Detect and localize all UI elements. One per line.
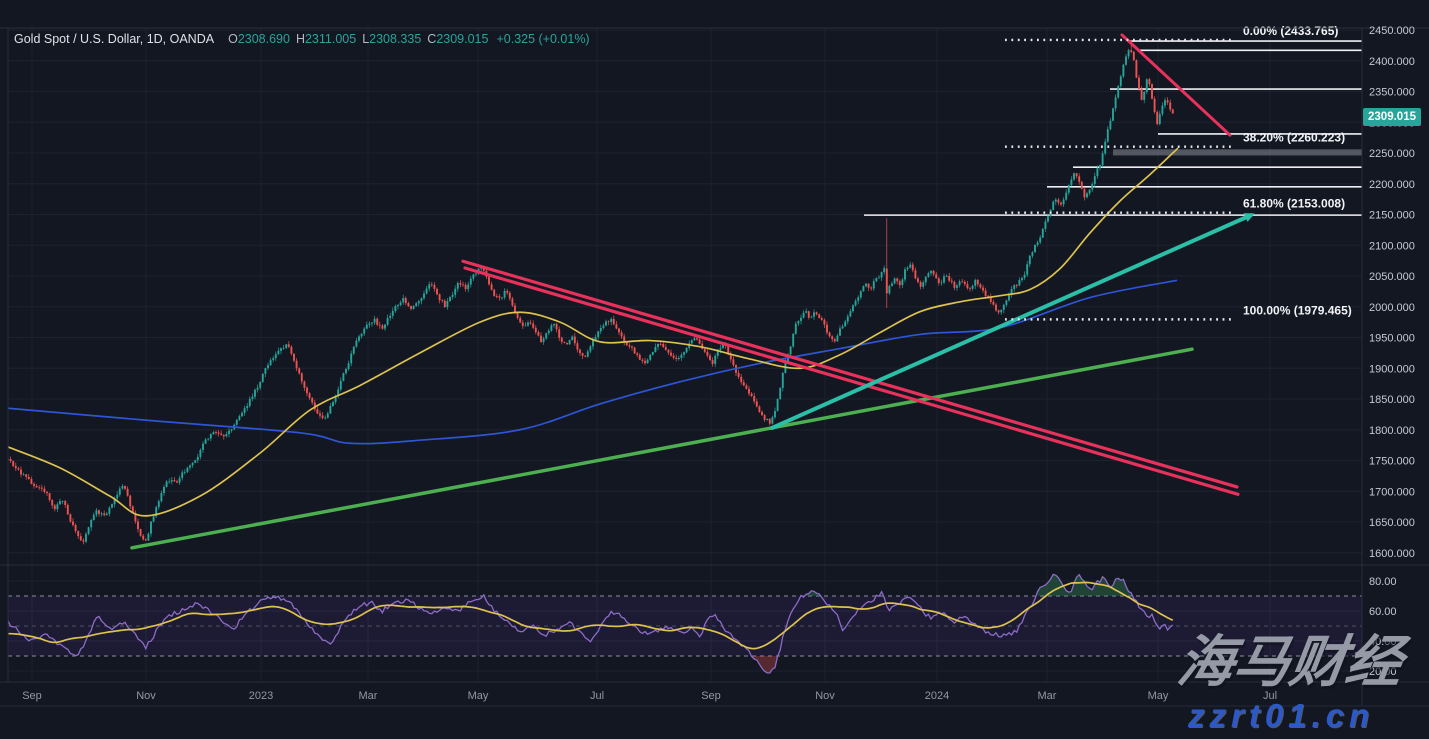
fib-level-label: 38.20% (2260.223) bbox=[1243, 131, 1345, 145]
price-axis-label: 2050.000 bbox=[1369, 271, 1415, 283]
time-axis-label: Nov bbox=[815, 690, 835, 702]
price-axis-label: 2450.000 bbox=[1369, 25, 1415, 37]
time-axis-label: Sep bbox=[701, 690, 721, 702]
price-axis-label: 1650.000 bbox=[1369, 517, 1415, 529]
time-axis-label: Mar bbox=[359, 690, 378, 702]
price-axis-label: 1800.000 bbox=[1369, 425, 1415, 437]
price-axis-label: 2200.000 bbox=[1369, 179, 1415, 191]
price-axis-label: 2250.000 bbox=[1369, 148, 1415, 160]
rsi-axis-label: 20.00 bbox=[1369, 666, 1397, 678]
price-axis-label: 2150.000 bbox=[1369, 210, 1415, 222]
price-axis-label: 2000.000 bbox=[1369, 302, 1415, 314]
time-axis-label: Mar bbox=[1038, 690, 1057, 702]
rsi-axis-label: 80.00 bbox=[1369, 576, 1397, 588]
price-axis-label: 2350.000 bbox=[1369, 87, 1415, 99]
watermark-chinese: 海马财经 bbox=[1173, 630, 1407, 693]
rsi-axis-label: 40.00 bbox=[1369, 636, 1397, 648]
price-axis-label: 2400.000 bbox=[1369, 56, 1415, 68]
high-label: H bbox=[295, 32, 305, 46]
price-axis-label: 1950.000 bbox=[1369, 333, 1415, 345]
rsi-axis-label: 60.00 bbox=[1369, 606, 1397, 618]
last-price-badge: 2309.015 bbox=[1363, 108, 1421, 126]
price-axis-label: 1850.000 bbox=[1369, 394, 1415, 406]
symbol-title[interactable]: Gold Spot / U.S. Dollar, 1D, OANDA bbox=[14, 32, 215, 46]
fib-level-label: 100.00% (1979.465) bbox=[1243, 303, 1352, 317]
close-value: 2309.015 bbox=[436, 32, 489, 46]
time-axis-label: Nov bbox=[136, 690, 156, 702]
open-label: O bbox=[228, 32, 238, 46]
fib-level-label: 61.80% (2153.008) bbox=[1243, 197, 1345, 211]
watermark-url: zzrt01.cn bbox=[1188, 697, 1375, 734]
open-value: 2308.690 bbox=[237, 32, 290, 46]
price-axis-label: 1700.000 bbox=[1369, 486, 1415, 498]
high-value: 2311.005 bbox=[304, 32, 357, 46]
time-axis-label: 2024 bbox=[925, 690, 949, 702]
chart-legend: Gold Spot / U.S. Dollar, 1D, OANDA O2308.… bbox=[14, 32, 590, 46]
price-axis-label: 1900.000 bbox=[1369, 363, 1415, 375]
time-axis-label: Jul bbox=[590, 690, 604, 702]
price-axis-label: 1600.000 bbox=[1369, 548, 1415, 560]
price-axis-label: 1750.000 bbox=[1369, 456, 1415, 468]
close-label: C bbox=[427, 32, 437, 46]
time-axis-label: Jul bbox=[1263, 690, 1277, 702]
time-axis-label: Sep bbox=[22, 690, 42, 702]
change-value: +0.325 (+0.01%) bbox=[496, 32, 590, 46]
fib-level-label: 0.00% (2433.765) bbox=[1243, 24, 1338, 38]
price-axis-label: 2100.000 bbox=[1369, 240, 1415, 252]
low-label: L bbox=[362, 32, 370, 46]
time-axis-label: 2023 bbox=[249, 690, 273, 702]
time-axis-label: May bbox=[468, 690, 489, 702]
low-value: 2308.335 bbox=[369, 32, 422, 46]
time-axis-label: May bbox=[1148, 690, 1169, 702]
